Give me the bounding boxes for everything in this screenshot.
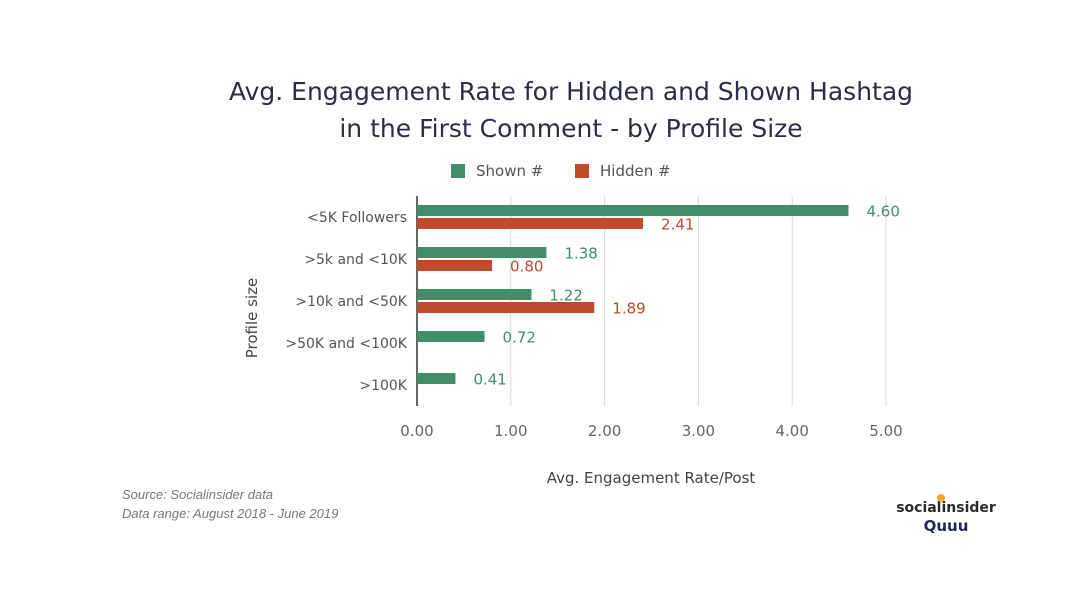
source-note: Source: Socialinsider data [122, 487, 273, 502]
chart-title-line-2: in the First Comment - by Profile Size [339, 114, 802, 143]
data-label: 1.38 [564, 245, 597, 263]
bar-shown [417, 205, 849, 216]
x-tick-label: 3.00 [682, 422, 715, 440]
bar-hidden [417, 302, 595, 313]
x-axis-title: Avg. Engagement Rate/Post [547, 469, 756, 487]
bar-shown [417, 331, 485, 342]
data-label: 0.80 [510, 258, 543, 276]
bar-shown [417, 247, 547, 258]
category-labels: <5K Followers >5k and <10K >10k and <50K >5… [285, 210, 407, 394]
bar-shown [417, 373, 456, 384]
legend-swatch-1 [575, 164, 589, 178]
x-tick-label: 1.00 [494, 422, 527, 440]
data-label: 4.60 [866, 203, 899, 221]
chart-title-line-1: Avg. Engagement Rate for Hidden and Show… [229, 77, 913, 106]
gridlines [416, 196, 887, 406]
data-label: 1.89 [612, 300, 645, 318]
x-tick-label: 4.00 [775, 422, 808, 440]
legend-label-0: Shown # [476, 162, 543, 180]
bar-hidden [417, 260, 493, 271]
data-label: 1.22 [549, 287, 582, 305]
data-label: 0.41 [473, 371, 506, 389]
category-label: >10k and <50K [295, 294, 407, 310]
bar-hidden [417, 218, 644, 229]
legend-label-1: Hidden # [600, 162, 671, 180]
y-axis-title: Profile size [243, 278, 261, 359]
x-tick-label: 0.00 [400, 422, 433, 440]
category-label: >50K and <100K [285, 336, 407, 352]
x-tick-label: 2.00 [588, 422, 621, 440]
date-range-note: Data range: August 2018 - June 2019 [122, 506, 338, 521]
legend-swatch-0 [451, 164, 465, 178]
logo-dot-icon [937, 494, 945, 502]
category-label: <5K Followers [307, 210, 407, 226]
category-label: >100K [359, 378, 407, 394]
quuu-logo: Quuu [924, 517, 969, 535]
data-label: 0.72 [503, 329, 536, 347]
x-tick-labels: 0.00 1.00 2.00 3.00 4.00 5.00 [400, 422, 902, 440]
category-label: >5k and <10K [304, 252, 408, 268]
brand-logo: socialinsider Quuu [896, 494, 996, 535]
bar-shown [417, 289, 532, 300]
data-label: 2.41 [661, 216, 694, 234]
bars: 4.60 2.41 1.38 0.80 1.22 1.89 0.72 0.41 [417, 203, 900, 389]
legend: Shown # Hidden # [451, 162, 671, 180]
x-tick-label: 5.00 [869, 422, 902, 440]
socialinsider-logo: socialinsider [896, 500, 996, 516]
